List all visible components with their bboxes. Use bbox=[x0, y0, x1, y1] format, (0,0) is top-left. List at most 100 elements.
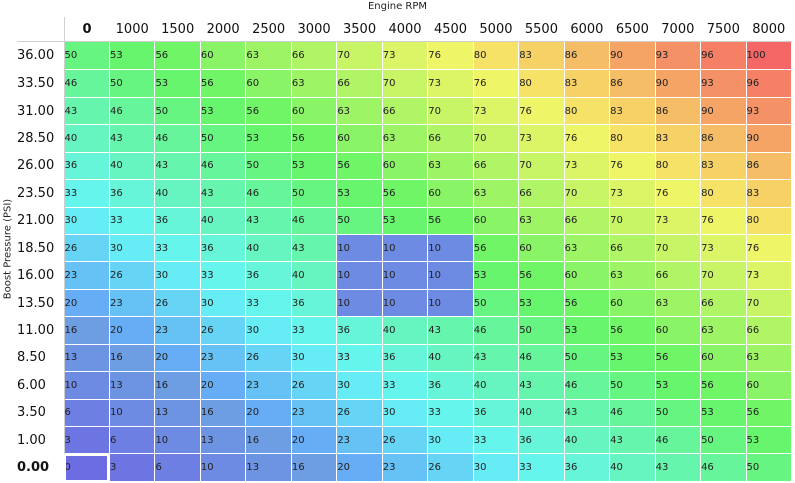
map-cell[interactable]: 33 bbox=[63, 179, 110, 208]
map-cell[interactable]: 53 bbox=[609, 343, 656, 373]
row-header-boost[interactable]: 1.00 bbox=[17, 426, 65, 454]
map-cell[interactable]: 6 bbox=[63, 398, 110, 428]
map-cell[interactable]: 13 bbox=[108, 371, 156, 400]
map-cell[interactable]: 36 bbox=[518, 426, 565, 455]
map-cell[interactable]: 33 bbox=[381, 371, 429, 400]
map-cell[interactable]: 46 bbox=[245, 179, 292, 208]
map-cell[interactable]: 26 bbox=[63, 233, 110, 263]
map-cell[interactable]: 23 bbox=[290, 398, 338, 428]
map-cell[interactable]: 93 bbox=[745, 96, 793, 126]
map-cell[interactable]: 83 bbox=[700, 151, 747, 181]
map-cell[interactable]: 0 bbox=[63, 453, 110, 482]
map-cell[interactable]: 90 bbox=[654, 69, 702, 98]
map-cell[interactable]: 56 bbox=[245, 96, 292, 126]
map-cell[interactable]: 10 bbox=[154, 426, 201, 455]
map-cell[interactable]: 30 bbox=[427, 426, 474, 455]
map-cell[interactable]: 63 bbox=[563, 233, 611, 263]
map-cell[interactable]: 23 bbox=[63, 261, 110, 290]
map-cell[interactable]: 50 bbox=[199, 124, 247, 153]
map-cell[interactable]: 46 bbox=[609, 398, 656, 428]
map-cell[interactable]: 46 bbox=[63, 69, 110, 98]
column-header-rpm[interactable]: 3500 bbox=[336, 17, 383, 42]
map-cell[interactable]: 86 bbox=[609, 69, 656, 98]
map-cell[interactable]: 53 bbox=[199, 96, 247, 126]
map-cell[interactable]: 33 bbox=[336, 343, 383, 373]
map-cell[interactable]: 53 bbox=[472, 261, 520, 290]
map-cell[interactable]: 23 bbox=[154, 316, 201, 345]
map-cell[interactable]: 10 bbox=[336, 233, 383, 263]
map-cell[interactable]: 73 bbox=[654, 206, 702, 235]
map-cell[interactable]: 80 bbox=[700, 179, 747, 208]
map-cell[interactable]: 53 bbox=[700, 398, 747, 428]
map-cell[interactable]: 63 bbox=[245, 40, 292, 71]
map-cell[interactable]: 50 bbox=[745, 453, 793, 482]
map-cell[interactable]: 56 bbox=[199, 69, 247, 98]
column-header-rpm[interactable]: 1000 bbox=[109, 17, 155, 42]
map-cell[interactable]: 30 bbox=[290, 343, 338, 373]
map-cell[interactable]: 50 bbox=[245, 151, 292, 181]
map-cell[interactable]: 76 bbox=[472, 69, 520, 98]
map-cell[interactable]: 46 bbox=[290, 206, 338, 235]
map-cell[interactable]: 30 bbox=[108, 233, 156, 263]
map-cell[interactable]: 33 bbox=[472, 426, 520, 455]
column-header-rpm[interactable]: 5000 bbox=[473, 17, 519, 42]
map-cell[interactable]: 76 bbox=[700, 206, 747, 235]
map-cell[interactable]: 43 bbox=[154, 151, 201, 181]
map-cell[interactable]: 53 bbox=[154, 69, 201, 98]
map-cell[interactable]: 73 bbox=[609, 179, 656, 208]
map-cell[interactable]: 66 bbox=[290, 40, 338, 71]
row-header-boost[interactable]: 16.00 bbox=[17, 261, 65, 290]
map-cell[interactable]: 10 bbox=[108, 398, 156, 428]
map-cell[interactable]: 66 bbox=[609, 233, 656, 263]
map-cell[interactable]: 86 bbox=[700, 124, 747, 153]
map-cell[interactable]: 50 bbox=[700, 426, 747, 455]
map-cell[interactable]: 83 bbox=[654, 124, 702, 153]
map-cell[interactable]: 63 bbox=[745, 343, 793, 373]
map-cell[interactable]: 80 bbox=[654, 151, 702, 181]
map-cell[interactable]: 73 bbox=[563, 151, 611, 181]
map-cell[interactable]: 56 bbox=[609, 316, 656, 345]
map-cell[interactable]: 36 bbox=[427, 371, 474, 400]
map-cell[interactable]: 56 bbox=[472, 233, 520, 263]
map-cell[interactable]: 83 bbox=[518, 40, 565, 71]
map-cell[interactable]: 63 bbox=[336, 96, 383, 126]
column-header-rpm[interactable]: 6000 bbox=[564, 17, 610, 42]
map-cell[interactable]: 60 bbox=[381, 151, 429, 181]
map-cell[interactable]: 23 bbox=[108, 288, 156, 318]
map-cell[interactable]: 70 bbox=[654, 233, 702, 263]
map-cell[interactable]: 33 bbox=[245, 288, 292, 318]
map-cell[interactable]: 30 bbox=[472, 453, 520, 482]
map-cell[interactable]: 63 bbox=[700, 316, 747, 345]
map-cell[interactable]: 53 bbox=[745, 426, 793, 455]
map-cell[interactable]: 56 bbox=[518, 261, 565, 290]
map-cell[interactable]: 33 bbox=[290, 316, 338, 345]
map-cell[interactable]: 36 bbox=[381, 343, 429, 373]
map-cell[interactable]: 73 bbox=[745, 261, 793, 290]
map-cell[interactable]: 56 bbox=[654, 343, 702, 373]
row-header-boost[interactable]: 3.50 bbox=[17, 399, 65, 427]
map-cell[interactable]: 53 bbox=[654, 371, 702, 400]
column-header-rpm[interactable]: 7500 bbox=[700, 17, 747, 42]
map-cell[interactable]: 46 bbox=[563, 371, 611, 400]
map-cell[interactable]: 60 bbox=[199, 40, 247, 71]
map-cell[interactable]: 30 bbox=[199, 288, 247, 318]
map-cell[interactable]: 26 bbox=[108, 261, 156, 290]
map-cell[interactable]: 60 bbox=[745, 371, 793, 400]
column-header-rpm[interactable]: 1500 bbox=[154, 17, 201, 42]
map-cell[interactable]: 56 bbox=[427, 206, 474, 235]
map-cell[interactable]: 16 bbox=[154, 371, 201, 400]
map-cell[interactable]: 56 bbox=[154, 40, 201, 71]
row-header-boost[interactable]: 6.00 bbox=[17, 371, 65, 400]
map-cell[interactable]: 26 bbox=[290, 371, 338, 400]
map-cell[interactable]: 86 bbox=[745, 151, 793, 181]
map-cell[interactable]: 20 bbox=[290, 426, 338, 455]
row-header-boost[interactable]: 18.50 bbox=[17, 234, 65, 262]
map-cell[interactable]: 66 bbox=[381, 96, 429, 126]
map-cell[interactable]: 40 bbox=[199, 206, 247, 235]
map-cell[interactable]: 73 bbox=[472, 96, 520, 126]
map-cell[interactable]: 40 bbox=[63, 124, 110, 153]
map-cell[interactable]: 90 bbox=[700, 96, 747, 126]
map-cell[interactable]: 60 bbox=[700, 343, 747, 373]
map-cell[interactable]: 10 bbox=[336, 261, 383, 290]
map-cell[interactable]: 50 bbox=[609, 371, 656, 400]
